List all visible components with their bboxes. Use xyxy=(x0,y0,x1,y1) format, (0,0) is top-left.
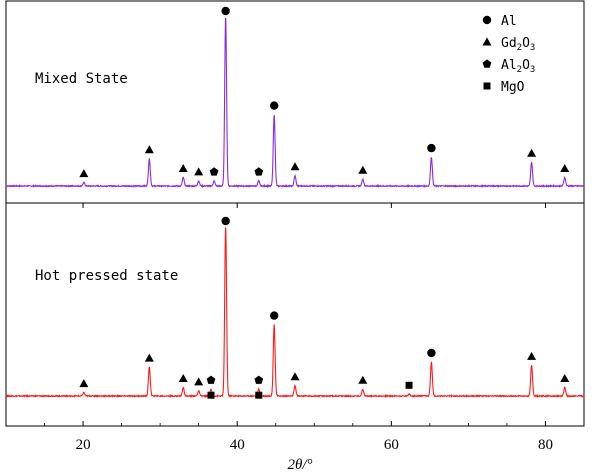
panel0-peak-2-triangle-marker xyxy=(178,164,188,172)
panel1-peak-8-triangle-marker xyxy=(290,372,300,381)
hot-pressed-trace xyxy=(5,226,585,399)
legend: Al Gd2O3 Al2O3 MgO xyxy=(482,14,535,95)
panel1-peak-6-pentagon-marker xyxy=(254,375,264,384)
x-tick-label-20: 20 xyxy=(76,437,91,453)
legend-label-0: Al xyxy=(501,14,517,29)
panel1-peak-4-pentagon-marker xyxy=(206,375,216,384)
legend-circle-icon xyxy=(482,15,492,25)
legend-square-icon xyxy=(483,82,491,90)
x-tick-label-60: 60 xyxy=(384,437,399,453)
panel1-peak-2-triangle-marker xyxy=(178,374,188,382)
peak-markers xyxy=(79,6,570,399)
panel0-peak-6-pentagon-marker xyxy=(254,167,264,176)
panel0-peak-5-circle-marker xyxy=(221,6,230,16)
panel1-peak-0-triangle-marker xyxy=(79,379,89,388)
panel0-peak-8-triangle-marker xyxy=(290,162,300,171)
panel0-peak-12-triangle-marker xyxy=(560,164,570,172)
legend-pentagon-icon xyxy=(482,59,492,68)
x-axis-title: 2θ/° xyxy=(287,457,312,473)
panel0-peak-4-pentagon-marker xyxy=(209,167,219,176)
mixed-state-trace xyxy=(5,17,585,189)
panel1-peak-7-circle-marker xyxy=(269,311,279,320)
panel1-peak-10-square-marker xyxy=(405,381,413,389)
legend-label-2: Al2O3 xyxy=(501,58,535,75)
hot-pressed-label: Hot pressed state xyxy=(35,268,178,284)
x-tick-label-80: 80 xyxy=(538,437,553,453)
panel1-peak-6-square-marker xyxy=(255,391,263,399)
panel1-peak-5-circle-marker xyxy=(221,216,230,226)
plot-frame xyxy=(5,0,585,427)
panel1-peak-12-triangle-marker xyxy=(527,351,537,360)
panel1-peak-1-triangle-marker xyxy=(144,353,154,362)
mixed-state-label: Mixed State xyxy=(35,71,128,87)
panel0-peak-0-triangle-marker xyxy=(79,169,89,178)
panel0-peak-10-circle-marker xyxy=(427,143,436,153)
panel1-peak-13-triangle-marker xyxy=(560,374,570,382)
panel1-peak-11-circle-marker xyxy=(427,348,436,358)
legend-label-3: MgO xyxy=(501,80,525,95)
panel0-peak-7-circle-marker xyxy=(269,101,279,110)
panel0-peak-3-triangle-marker xyxy=(194,167,204,176)
panel1-peak-9-triangle-marker xyxy=(358,375,368,384)
legend-triangle-icon xyxy=(482,37,492,46)
panel0-peak-11-triangle-marker xyxy=(527,148,537,157)
panel1-peak-3-triangle-marker xyxy=(194,377,204,386)
legend-label-1: Gd2O3 xyxy=(501,36,535,53)
panel0-peak-1-triangle-marker xyxy=(144,145,154,154)
panel0-peak-9-triangle-marker xyxy=(358,165,368,174)
x-tick-label-40: 40 xyxy=(230,437,245,453)
panel1-peak-4-square-marker xyxy=(207,391,215,399)
x-axis-ticks: 20 40 60 80 xyxy=(5,203,585,453)
